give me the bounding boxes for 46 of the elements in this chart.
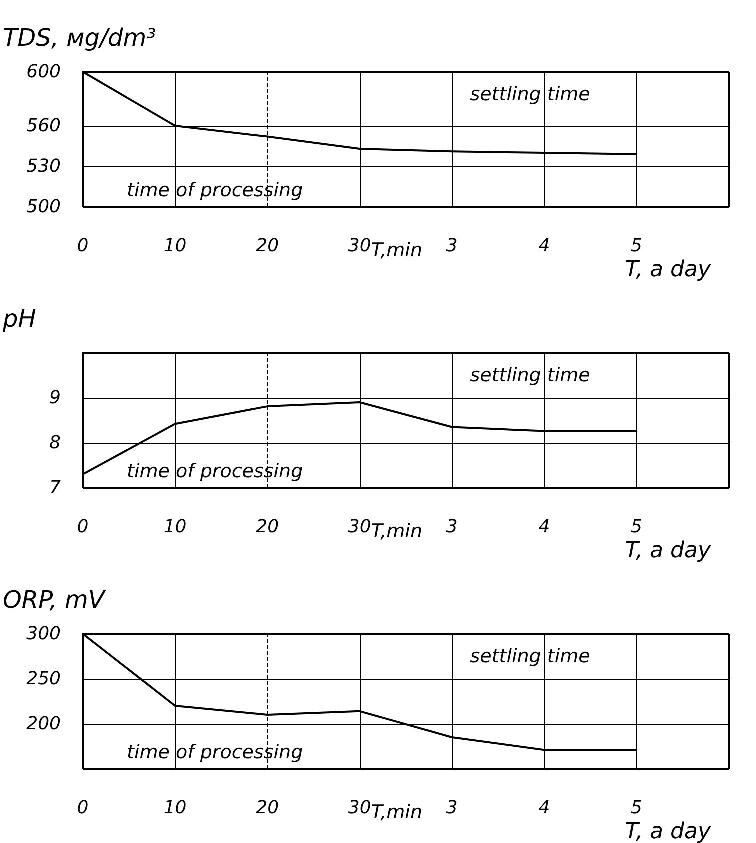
y-tick-label: 600 bbox=[26, 62, 61, 82]
x-tick-label: 4 bbox=[538, 516, 550, 538]
y-tick-label: 560 bbox=[26, 116, 61, 136]
annotation: settling time bbox=[470, 364, 590, 386]
x-tick-label: 10 bbox=[164, 516, 187, 538]
annotation: settling time bbox=[470, 83, 590, 106]
text: T,min bbox=[371, 802, 423, 824]
x-tick-label: 4 bbox=[538, 798, 550, 818]
x-tick-label: 20 bbox=[256, 236, 280, 256]
x-tick-label: 5 bbox=[630, 798, 642, 818]
y-tick-label: 500 bbox=[26, 196, 61, 218]
y-tick-label: 200 bbox=[26, 714, 61, 734]
x-tick-label: 10 bbox=[164, 236, 187, 256]
x-tick-label: 30 bbox=[348, 236, 372, 256]
x-tick-label: 30 bbox=[348, 516, 372, 538]
text: T,min bbox=[371, 240, 423, 262]
y-axis-title: ORP, mV bbox=[3, 586, 106, 614]
y-axis-title: pH bbox=[2, 305, 36, 333]
x-axis-title: T, a day bbox=[625, 538, 712, 564]
x-tick-label: 0 bbox=[77, 236, 89, 256]
y-tick-label: 7 bbox=[50, 478, 62, 498]
y-tick-label: 530 bbox=[26, 156, 61, 177]
x-tick-label: 10 bbox=[164, 798, 187, 818]
x-tick-label: 3 bbox=[446, 798, 458, 818]
y-axis-title: TDS, мg/dm³ bbox=[3, 24, 156, 52]
x-axis-title: T, a day bbox=[625, 258, 712, 282]
x-tick-label: 0 bbox=[77, 798, 89, 818]
annotation: settling time bbox=[470, 645, 590, 668]
x-tick-label: 30 bbox=[348, 798, 372, 818]
x-tick-label: 3 bbox=[446, 516, 458, 538]
x-tick-label: 5 bbox=[630, 236, 642, 256]
x-axis-title: T, a day bbox=[625, 820, 712, 843]
x-tick-label: 4 bbox=[538, 236, 550, 256]
annotation: time of processing bbox=[127, 179, 304, 202]
x-tick-label: 20 bbox=[256, 516, 280, 538]
annotation: time of processing bbox=[127, 741, 304, 764]
annotation: time of processing bbox=[127, 460, 304, 482]
x-tick-label: 5 bbox=[630, 516, 642, 538]
y-tick-label: 250 bbox=[26, 668, 61, 690]
x-tick-label: 3 bbox=[446, 236, 458, 256]
y-tick-label: 300 bbox=[26, 624, 61, 644]
y-tick-label: 9 bbox=[50, 388, 61, 408]
x-tick-label: 0 bbox=[77, 516, 89, 538]
text: T,min bbox=[371, 520, 423, 542]
y-tick-label: 8 bbox=[50, 432, 61, 454]
x-tick-label: 20 bbox=[256, 798, 280, 818]
